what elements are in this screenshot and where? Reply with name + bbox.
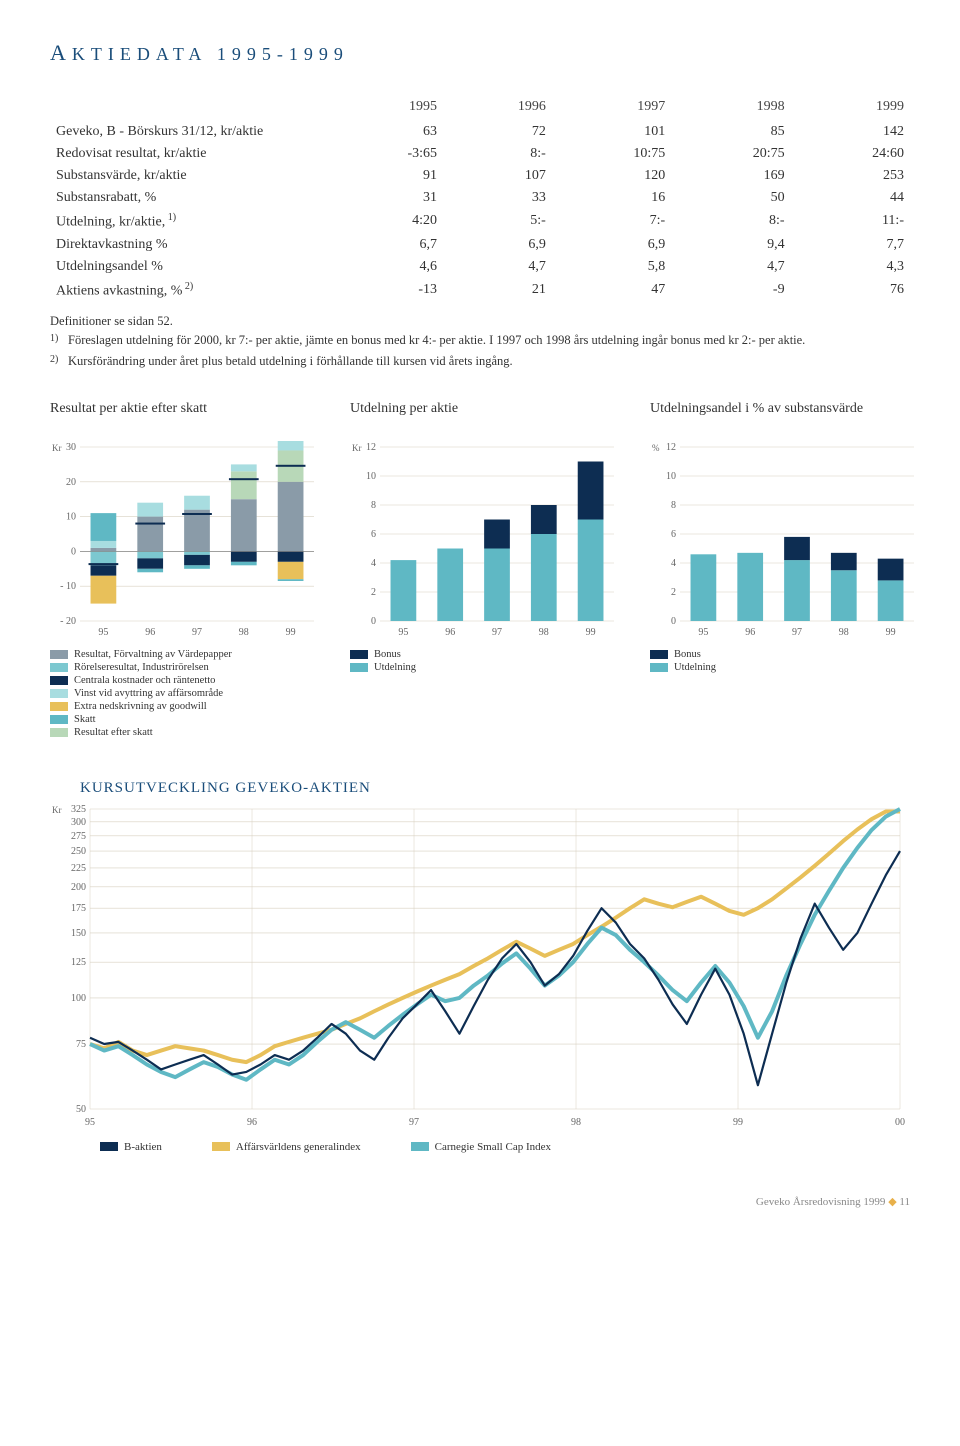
svg-text:95: 95	[698, 627, 708, 638]
svg-text:99: 99	[886, 627, 896, 638]
page-title: AKTIEDATA 1995-1999	[50, 40, 910, 66]
svg-text:98: 98	[539, 627, 549, 638]
chart-resultat: Resultat per aktie efter skatt - 20- 100…	[50, 401, 320, 740]
svg-text:6: 6	[671, 529, 676, 540]
svg-text:97: 97	[409, 1117, 419, 1128]
chart-utdelningsandel: Utdelningsandel i % av substansvärde 024…	[650, 401, 920, 740]
svg-text:Kr: Kr	[52, 805, 62, 815]
svg-text:97: 97	[792, 627, 802, 638]
svg-text:96: 96	[445, 627, 455, 638]
svg-text:Kr: Kr	[52, 443, 62, 453]
svg-text:125: 125	[71, 957, 86, 968]
svg-text:00: 00	[895, 1117, 905, 1128]
svg-text:12: 12	[666, 442, 676, 453]
svg-text:- 20: - 20	[60, 616, 76, 627]
svg-text:97: 97	[492, 627, 502, 638]
svg-text:200: 200	[71, 881, 86, 892]
svg-text:98: 98	[839, 627, 849, 638]
svg-text:2: 2	[671, 587, 676, 598]
svg-text:Kr: Kr	[352, 443, 362, 453]
svg-text:4: 4	[671, 558, 676, 569]
svg-text:150: 150	[71, 927, 86, 938]
svg-text:30: 30	[66, 442, 76, 453]
svg-text:100: 100	[71, 992, 86, 1003]
svg-text:275: 275	[71, 830, 86, 841]
svg-text:50: 50	[76, 1104, 86, 1115]
chart-utdelning: Utdelning per aktie 024681012Kr959697989…	[350, 401, 620, 740]
svg-text:20: 20	[66, 476, 76, 487]
svg-text:96: 96	[745, 627, 755, 638]
svg-text:325: 325	[71, 804, 86, 815]
svg-text:4: 4	[371, 558, 376, 569]
svg-text:10: 10	[666, 471, 676, 482]
svg-text:10: 10	[366, 471, 376, 482]
svg-text:0: 0	[71, 546, 76, 557]
footnotes: Definitioner se sidan 52. 1)Föreslagen u…	[50, 312, 910, 370]
svg-text:99: 99	[286, 627, 296, 638]
svg-text:8: 8	[671, 500, 676, 511]
page-footer: Geveko Årsredovisning 1999 ◆ 11	[50, 1195, 910, 1208]
svg-text:95: 95	[85, 1117, 95, 1128]
svg-text:95: 95	[98, 627, 108, 638]
svg-text:99: 99	[733, 1117, 743, 1128]
svg-text:95: 95	[398, 627, 408, 638]
svg-text:75: 75	[76, 1039, 86, 1050]
svg-text:96: 96	[247, 1117, 257, 1128]
svg-text:225: 225	[71, 862, 86, 873]
svg-text:175: 175	[71, 903, 86, 914]
svg-text:6: 6	[371, 529, 376, 540]
svg-text:98: 98	[239, 627, 249, 638]
svg-text:2: 2	[371, 587, 376, 598]
svg-text:0: 0	[671, 616, 676, 627]
charts-row: Resultat per aktie efter skatt - 20- 100…	[50, 401, 910, 740]
data-table: 19951996199719981999 Geveko, B - Börskur…	[50, 96, 910, 302]
stock-chart-section: KURSUTVECKLING GEVEKO-AKTIEN 50751001251…	[50, 780, 910, 1155]
svg-text:97: 97	[192, 627, 202, 638]
svg-text:%: %	[652, 443, 660, 453]
svg-text:250: 250	[71, 846, 86, 857]
svg-text:8: 8	[371, 500, 376, 511]
svg-text:0: 0	[371, 616, 376, 627]
svg-text:10: 10	[66, 511, 76, 522]
svg-text:96: 96	[145, 627, 155, 638]
svg-text:12: 12	[366, 442, 376, 453]
svg-text:- 10: - 10	[60, 581, 76, 592]
svg-text:300: 300	[71, 816, 86, 827]
svg-text:98: 98	[571, 1117, 581, 1128]
svg-text:99: 99	[586, 627, 596, 638]
